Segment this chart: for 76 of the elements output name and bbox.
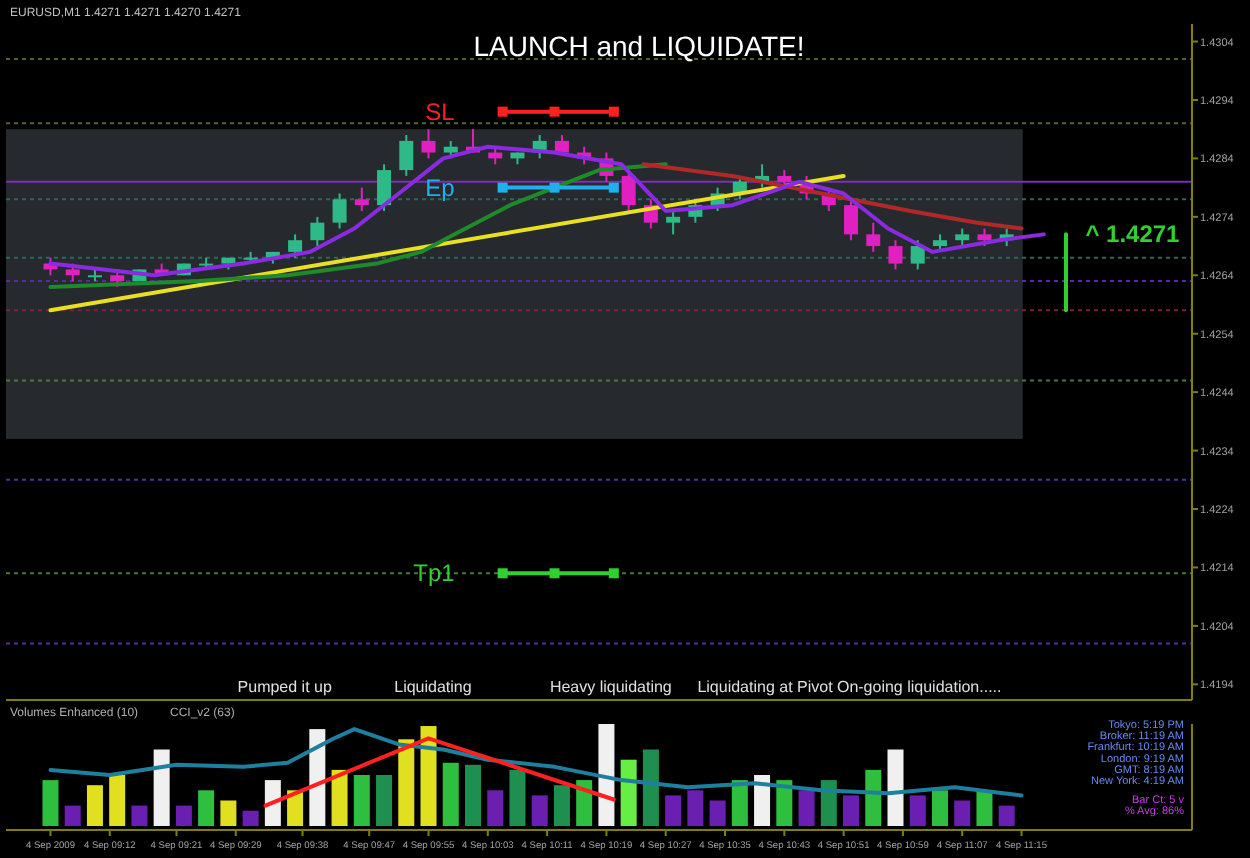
- bar: [309, 729, 326, 826]
- bar: [709, 800, 726, 826]
- bar: [109, 775, 126, 826]
- bar: [909, 795, 926, 826]
- point: [497, 568, 508, 579]
- point: [549, 568, 560, 579]
- bar: [642, 749, 659, 826]
- bar: [576, 780, 593, 826]
- bar: [264, 780, 281, 826]
- bar: [64, 805, 81, 826]
- bar: [820, 780, 837, 826]
- bar: [843, 795, 860, 826]
- annotation: On-going liquidation.....: [836, 678, 1002, 696]
- bar: [220, 800, 237, 826]
- bar: [531, 795, 548, 826]
- candlestick: [377, 163, 392, 212]
- bar: [242, 810, 259, 826]
- bar: [731, 780, 748, 826]
- bar: [353, 775, 370, 826]
- candlestick: [621, 169, 636, 212]
- bar: [376, 775, 393, 826]
- bar: [509, 769, 526, 826]
- chart-title: LAUNCH and LIQUIDATE!: [473, 30, 805, 62]
- bar: [398, 739, 415, 826]
- bar: [487, 790, 504, 826]
- bar: [776, 780, 793, 826]
- candlestick: [844, 198, 859, 242]
- annotation: Liquidating at Pivot: [697, 678, 835, 696]
- series-label: SL: [425, 97, 456, 126]
- bar: [998, 805, 1015, 826]
- candlestick: [399, 134, 414, 177]
- series-label: Ep: [425, 173, 456, 202]
- bar: [887, 749, 904, 826]
- bar: [442, 762, 459, 826]
- bar: [798, 790, 815, 826]
- candlestick: [910, 239, 925, 271]
- bar: [42, 780, 59, 826]
- annotation: Liquidating: [394, 678, 472, 696]
- point: [549, 106, 560, 117]
- bar: [420, 726, 437, 826]
- bar: [976, 790, 993, 826]
- point: [608, 182, 619, 193]
- bar: [553, 785, 570, 826]
- bar: [331, 769, 348, 826]
- annotation: Heavy liquidating: [549, 678, 672, 696]
- bar: [620, 759, 637, 826]
- bar: [754, 775, 771, 826]
- candlestick: [666, 209, 681, 236]
- candlestick: [354, 186, 369, 212]
- bar: [464, 764, 481, 826]
- candlestick: [866, 221, 881, 253]
- bar: [865, 769, 882, 826]
- series-label: Tp1: [413, 559, 456, 588]
- bar: [131, 805, 148, 826]
- point: [608, 106, 619, 117]
- bar: [687, 790, 704, 826]
- bar: [153, 749, 170, 826]
- bar: [954, 800, 971, 826]
- bar: [931, 790, 948, 826]
- candlestick: [288, 233, 303, 259]
- bar: [86, 785, 103, 826]
- bar: [665, 795, 682, 826]
- candlestick: [888, 239, 903, 271]
- point: [549, 182, 560, 193]
- candlestick: [332, 192, 347, 230]
- point: [497, 106, 508, 117]
- point: [497, 182, 508, 193]
- annotation: Pumped it up: [237, 678, 333, 696]
- bar: [175, 805, 192, 826]
- line-series: [641, 162, 1024, 231]
- candlestick: [421, 128, 436, 160]
- bar: [198, 790, 215, 826]
- point: [608, 568, 619, 579]
- candlestick: [310, 215, 325, 248]
- annotation: ^ 1.4271: [1085, 220, 1181, 249]
- bar: [598, 724, 615, 826]
